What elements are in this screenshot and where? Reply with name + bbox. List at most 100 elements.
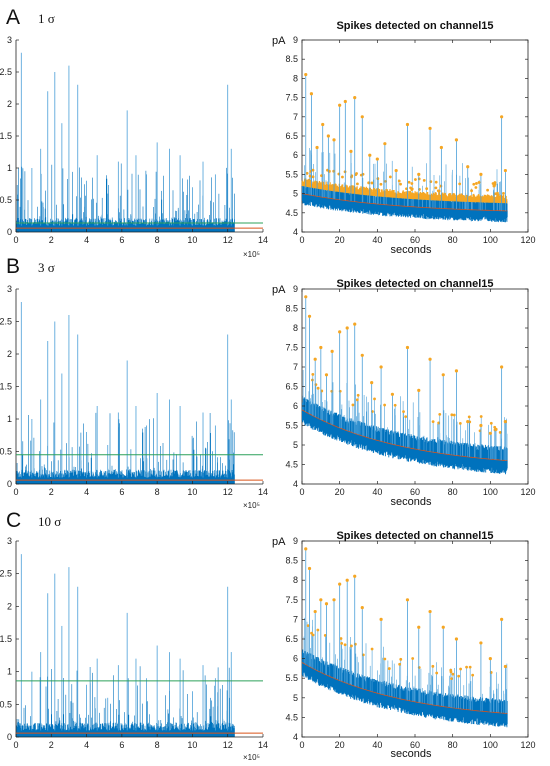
- x-exponent-label: ×10⁵: [243, 250, 260, 259]
- signal-noise: [16, 163, 235, 232]
- detected-spike-marker: [399, 657, 403, 661]
- detected-spike-marker: [315, 145, 319, 150]
- detected-spike-marker: [466, 420, 470, 424]
- detected-spike-marker: [411, 657, 415, 660]
- y-tick-label: 3: [7, 536, 12, 546]
- detected-spike-marker: [341, 175, 344, 179]
- y-tick-label: 9: [293, 284, 298, 294]
- y-tick-label: 2.5: [0, 317, 12, 327]
- detected-spike-marker: [457, 674, 461, 678]
- detected-spike-marker: [345, 578, 349, 582]
- detected-spike-marker: [467, 415, 471, 419]
- detected-spike-marker: [434, 186, 438, 190]
- detected-spike-marker: [308, 174, 312, 178]
- detected-spike-marker: [351, 403, 355, 407]
- detected-spike-marker: [410, 182, 414, 185]
- detected-spike-marker: [428, 609, 432, 614]
- y-tick-label: 7: [293, 112, 298, 122]
- x-tick-label: 6: [119, 487, 124, 497]
- y-tick-label: 4.5: [285, 208, 298, 218]
- detected-spike-marker: [313, 357, 317, 361]
- sigma-label: 1 σ: [38, 11, 55, 26]
- detected-spike-marker: [387, 667, 391, 670]
- detected-spike-marker: [474, 186, 478, 189]
- detected-spike-marker: [486, 188, 489, 192]
- x-tick-label: 14: [258, 487, 268, 497]
- detected-spike-marker: [383, 142, 387, 146]
- y-tick-label: 1: [7, 163, 12, 173]
- detected-spike-marker: [320, 174, 323, 177]
- detected-spike-marker: [488, 657, 492, 661]
- detected-spike-marker: [356, 182, 359, 186]
- y-tick-label: 2: [7, 601, 12, 611]
- x-tick-label: 10: [187, 740, 197, 750]
- signal-noise: [16, 412, 235, 484]
- detected-spike-marker: [479, 172, 483, 176]
- y-tick-label: 6.5: [285, 382, 298, 392]
- detected-spike-marker: [330, 349, 334, 353]
- detected-spike-marker: [304, 295, 308, 299]
- detected-spike-marker: [494, 427, 498, 431]
- detected-spike-marker: [496, 191, 499, 195]
- detected-spike-marker: [459, 667, 463, 671]
- detected-spike-marker: [399, 182, 402, 186]
- y-tick-label: 6: [293, 150, 298, 160]
- y-tick-label: 2.5: [0, 67, 12, 77]
- detected-spike-marker: [353, 574, 357, 578]
- x-tick-label: 14: [258, 740, 268, 750]
- detected-spike-marker: [360, 353, 364, 357]
- y-tick-label: 0.5: [0, 447, 12, 457]
- x-tick-label: 10: [187, 235, 197, 245]
- y-tick-label: 7.5: [285, 93, 298, 103]
- detected-spike-marker: [428, 357, 432, 361]
- detected-spike-marker: [454, 369, 459, 373]
- detected-spike-marker: [454, 138, 459, 142]
- detected-spike-marker: [500, 365, 504, 369]
- y-tick-label: 5.5: [285, 169, 298, 179]
- detected-spike-marker: [458, 421, 462, 425]
- detected-spike-marker: [316, 628, 320, 632]
- x-tick-label: 12: [223, 235, 233, 245]
- chart-title: Spikes detected on channel15: [336, 530, 493, 542]
- detected-spike-marker: [503, 420, 507, 424]
- sigma-label: 3 σ: [38, 260, 55, 275]
- amplitude-chart-B-left: 0 0.5 1 1.5 2 2.5 3 0 2 4 6 8 10 12 14 ×10⁵: [0, 284, 268, 510]
- x-tick-label: 0: [13, 740, 18, 750]
- detected-spike-marker: [339, 637, 343, 640]
- panel-letter: B: [6, 255, 20, 278]
- y-tick-label: 5.5: [285, 421, 298, 431]
- y-tick-label: 5: [293, 189, 298, 199]
- x-tick-label: 0: [299, 740, 304, 750]
- y-tick-label: 2: [7, 99, 12, 109]
- chart-title: Spikes detected on channel15: [336, 20, 493, 32]
- detected-spike-marker: [383, 403, 387, 407]
- detected-spike-marker: [414, 178, 417, 181]
- x-tick-label: 8: [155, 740, 160, 750]
- x-tick-label: 100: [483, 487, 498, 497]
- detected-spike-marker: [466, 165, 470, 169]
- y-tick-label: 2: [7, 349, 12, 359]
- y-tick-label: 8.5: [285, 304, 298, 314]
- chart-title: Spikes detected on channel15: [336, 278, 493, 290]
- detected-spike-marker: [360, 115, 364, 119]
- detected-spike-marker: [493, 192, 497, 196]
- y-tick-label: 4: [293, 732, 298, 742]
- detected-spike-marker: [437, 189, 441, 193]
- detection-band: [301, 178, 508, 204]
- y-tick-label: 1.5: [0, 131, 12, 141]
- detected-spike-marker: [452, 413, 456, 417]
- x-tick-label: 120: [520, 740, 535, 750]
- detected-spike-marker: [449, 670, 453, 674]
- detected-spike-marker: [323, 633, 327, 637]
- detected-spike-marker: [304, 72, 308, 77]
- detected-spike-marker: [441, 625, 445, 629]
- detected-spike-marker: [405, 122, 410, 127]
- detected-spike-marker: [439, 184, 443, 188]
- y-tick-label: 7.5: [285, 343, 298, 353]
- amplitude-chart-A-left: 0 0.5 1 1.5 2 2.5 3 0 2 4 6 8 10 12 14 ×10⁵: [0, 35, 268, 259]
- detected-spike-marker: [305, 171, 309, 175]
- detected-spike-marker: [370, 381, 374, 385]
- x-tick-label: 14: [258, 235, 268, 245]
- y-tick-label: 4.5: [285, 712, 298, 722]
- detected-spike-marker: [324, 602, 329, 606]
